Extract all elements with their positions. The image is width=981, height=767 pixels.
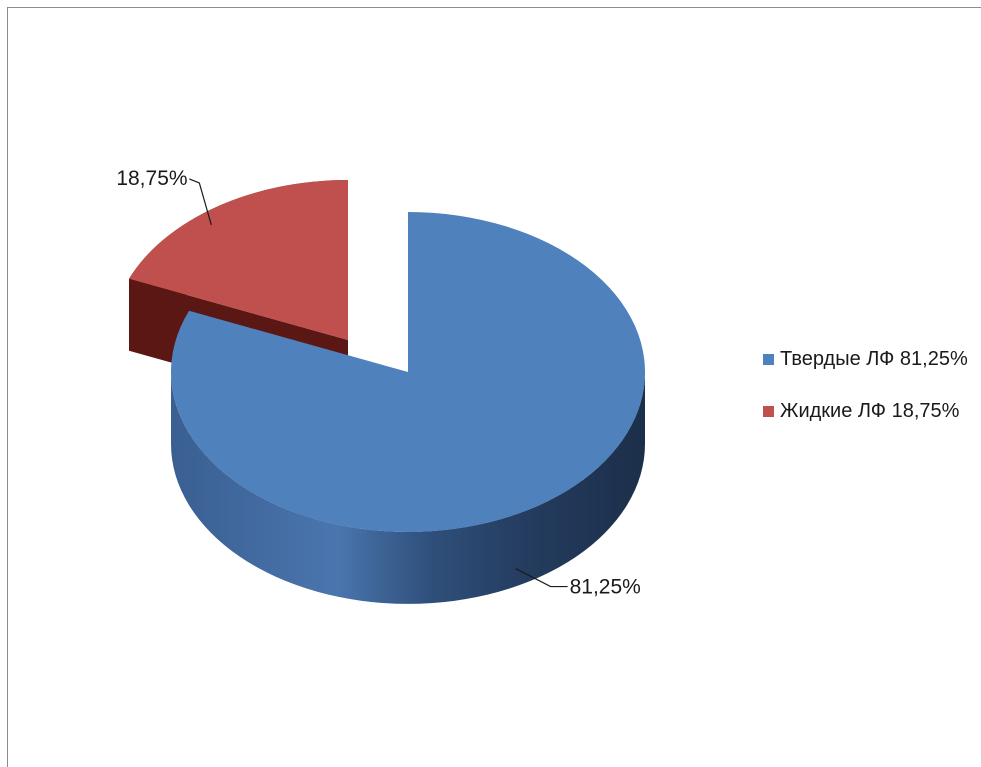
slice-solid	[171, 212, 646, 532]
data-label-liquid: 18,75%	[116, 167, 187, 190]
legend-label-solid: Твердые ЛФ 81,25%	[780, 347, 968, 370]
legend-label-liquid: Жидкие ЛФ 18,75%	[780, 399, 960, 422]
slice-solid-side	[171, 372, 645, 604]
data-label-solid: 81,25%	[570, 576, 641, 599]
slice-liquid	[129, 180, 348, 340]
leader-line	[515, 568, 568, 588]
leader-line	[189, 178, 212, 226]
legend-item: Твердые ЛФ 81,25%	[763, 347, 968, 371]
legend-swatch-liquid	[763, 405, 774, 417]
chart-frame	[7, 7, 981, 767]
legend-item: Жидкие ЛФ 18,75%	[763, 399, 968, 423]
legend: Твердые ЛФ 81,25% Жидкие ЛФ 18,75%	[763, 347, 968, 451]
legend-swatch-solid	[763, 353, 774, 365]
